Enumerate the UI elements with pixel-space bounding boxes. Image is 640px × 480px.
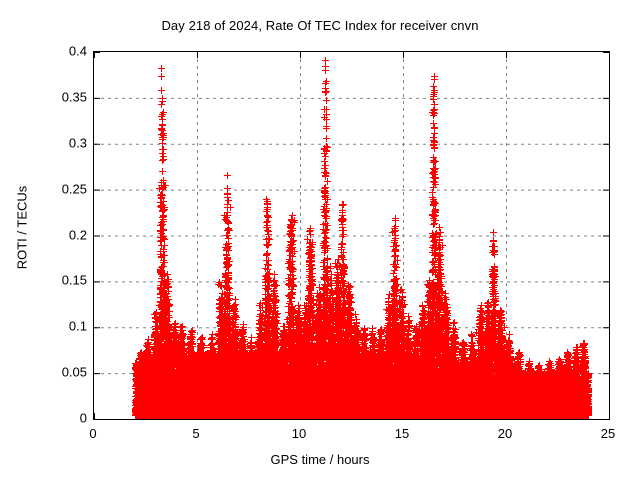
y-tick-label: 0 [79,410,87,426]
y-tick-label: 0.15 [61,272,87,288]
x-tick-label: 15 [394,426,410,441]
y-tick-label: 0.1 [68,318,87,334]
x-tick-label: 0 [89,426,97,441]
y-tick-label: 0.3 [68,135,87,151]
plot-area [93,51,610,420]
x-axis-tick-labels: 0 5 10 15 20 25 [89,424,615,446]
page-title: Day 218 of 2024, Rate Of TEC Index for r… [161,18,479,33]
x-tick-label: 10 [291,426,307,441]
y-axis-tick-labels: 0 0.05 0.1 0.15 0.2 0.25 0.3 0.35 0.4 [21,44,87,426]
x-tick-label: 25 [600,426,616,441]
data-points [131,56,593,419]
y-tick-label: 0.4 [68,43,87,59]
y-tick-label: 0.2 [68,227,87,242]
x-axis-label: GPS time / hours [270,452,370,467]
y-tick-label: 0.35 [61,89,87,105]
scatter-canvas [94,52,609,419]
y-tick-label: 0.05 [61,364,87,380]
x-tick-label: 20 [497,426,513,441]
y-tick-label: 0.25 [61,181,87,197]
data-point-group [131,56,593,419]
x-tick-label: 5 [192,426,200,441]
